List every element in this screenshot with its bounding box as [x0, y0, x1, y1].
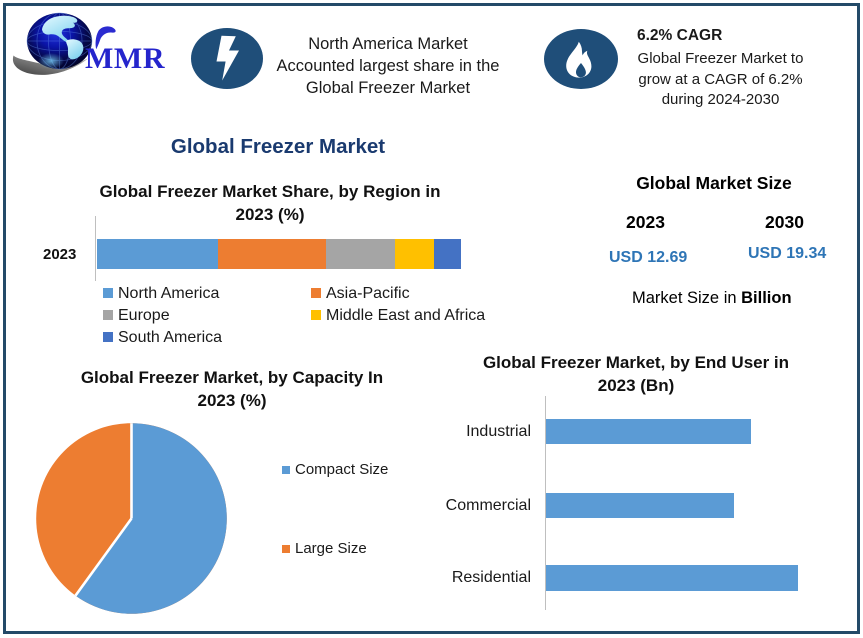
svg-text:MMR: MMR [85, 42, 165, 75]
